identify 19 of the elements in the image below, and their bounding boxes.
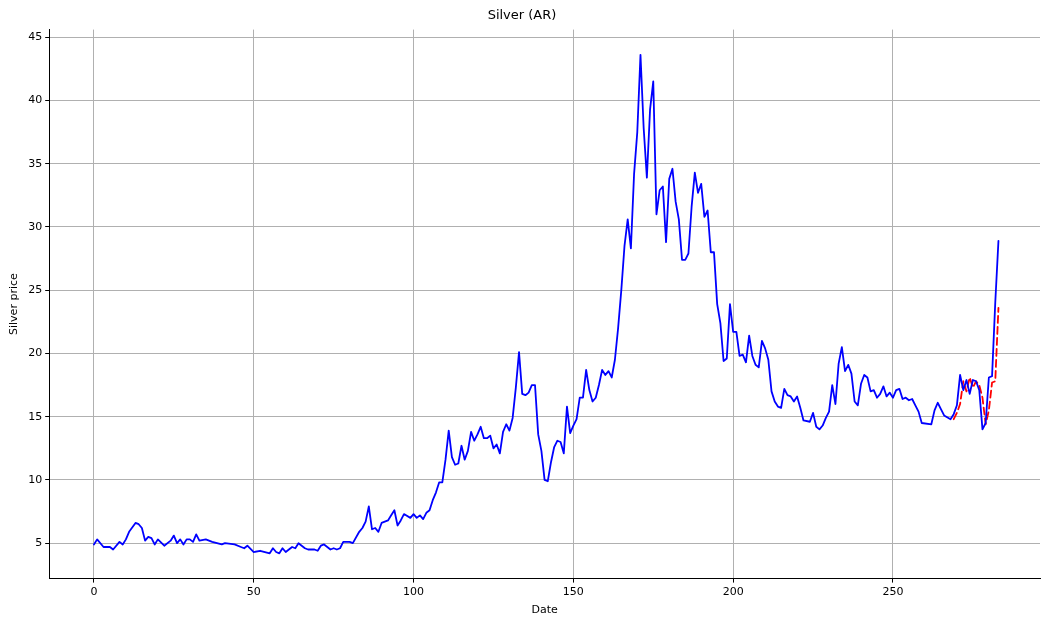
line-series	[952, 307, 1000, 426]
chart-title: Silver (AR)	[487, 7, 557, 23]
y-tick-label: 40	[28, 93, 43, 107]
y-tick-label: 20	[28, 346, 43, 360]
x-tick-label: 0	[90, 585, 98, 599]
y-tick-label: 15	[28, 409, 43, 423]
y-tick-label: 25	[28, 283, 43, 297]
y-tick-label: 10	[28, 472, 43, 486]
y-tick-label: 45	[28, 30, 43, 44]
x-tick-label: 250	[882, 585, 904, 599]
x-tick-label: 200	[722, 585, 744, 599]
x-tick-label: 50	[246, 585, 261, 599]
x-axis-title: Date	[531, 603, 558, 617]
y-tick-label: 30	[28, 219, 43, 233]
x-tick-label: 150	[562, 585, 584, 599]
y-tick-label: 35	[28, 156, 43, 170]
y-axis-title: Silver price	[7, 272, 21, 335]
x-tick-label: 100	[403, 585, 425, 599]
y-tick-label: 5	[35, 536, 43, 550]
